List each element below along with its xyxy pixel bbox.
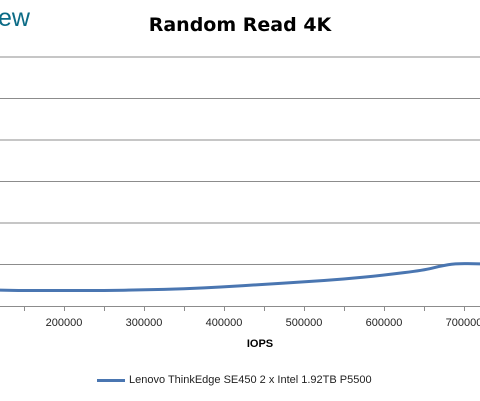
logo-text-fragment: ew (0, 4, 30, 32)
legend: Lenovo ThinkEdge SE450 2 x Intel 1.92TB … (97, 373, 372, 387)
x-tick-label: 200000 (46, 317, 83, 329)
gridlines (0, 56, 480, 265)
series-layer (0, 262, 480, 293)
x-axis-title: IOPS (246, 338, 274, 350)
x-tick-label: 300000 (126, 317, 163, 329)
x-tick-labels: 200000 300000 400000 500000 600000 700000 (46, 317, 480, 329)
chart-title: Random Read 4K (0, 14, 480, 36)
x-tick-label: 700000 (446, 317, 480, 329)
x-tick-label: 500000 (286, 317, 323, 329)
x-tick-label: 600000 (366, 317, 403, 329)
chart-title-text: Random Read 4K (148, 14, 332, 36)
x-tick-label: 400000 (206, 317, 243, 329)
legend-swatch (97, 378, 125, 382)
x-axis (0, 306, 480, 311)
legend-label: Lenovo ThinkEdge SE450 2 x Intel 1.92TB … (129, 374, 372, 386)
series-line (0, 262, 480, 293)
